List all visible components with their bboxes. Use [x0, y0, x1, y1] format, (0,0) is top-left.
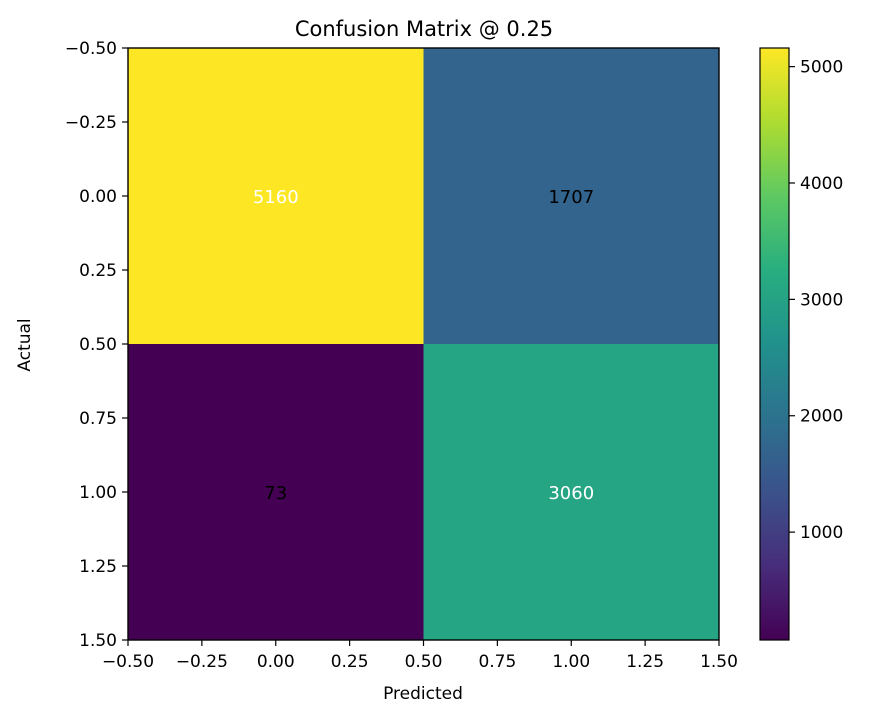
cell-label: 73	[264, 483, 287, 504]
y-axis: −0.50 −0.25 0.00 0.25 0.50 0.75 1.00 1.25 1.50	[65, 39, 128, 651]
x-axis: −0.50 −0.25 0.00 0.25 0.50 0.75 1.00 1.25 1.50	[102, 640, 738, 672]
colorbar-tick-label: 2000	[800, 407, 843, 427]
heatmap-cell	[128, 344, 424, 640]
x-tick-label: −0.50	[102, 652, 154, 672]
cell-label: 1707	[548, 187, 594, 208]
y-tick-label: 1.50	[79, 631, 117, 651]
heatmap-cell	[423, 48, 719, 344]
y-tick-label: 1.25	[79, 557, 117, 577]
colorbar: 1000 2000 3000 4000 5000	[759, 47, 843, 641]
x-tick-label: 0.75	[478, 652, 516, 672]
y-tick-label: −0.50	[65, 39, 117, 59]
colorbar-bar	[760, 48, 789, 640]
x-tick-label: 0.00	[257, 652, 295, 672]
y-tick-label: 1.00	[79, 483, 117, 503]
heatmap-cells: 5160 1707 73 3060	[128, 48, 719, 640]
colorbar-ticks: 1000 2000 3000 4000 5000	[789, 58, 843, 543]
cell-label: 5160	[253, 187, 299, 208]
y-tick-label: 0.75	[79, 409, 117, 429]
y-tick-label: 0.00	[79, 187, 117, 207]
x-tick-label: 0.25	[331, 652, 369, 672]
x-axis-label: Predicted	[383, 684, 463, 704]
y-axis-label: Actual	[15, 318, 35, 371]
x-tick-label: −0.25	[176, 652, 228, 672]
y-tick-label: 0.50	[79, 335, 117, 355]
y-tick-label: −0.25	[65, 113, 117, 133]
y-tick-label: 0.25	[79, 261, 117, 281]
x-tick-label: 1.25	[626, 652, 664, 672]
cell-label: 3060	[548, 483, 594, 504]
colorbar-tick-label: 4000	[800, 174, 843, 194]
heatmap-cell	[423, 344, 719, 640]
chart-title: Confusion Matrix @ 0.25	[295, 17, 553, 41]
colorbar-tick-label: 5000	[800, 58, 843, 78]
x-tick-label: 1.00	[552, 652, 590, 672]
heatmap-cell	[128, 48, 424, 344]
x-tick-label: 1.50	[700, 652, 738, 672]
x-tick-label: 0.50	[405, 652, 443, 672]
colorbar-tick-label: 3000	[800, 290, 843, 310]
colorbar-frame	[759, 47, 790, 641]
colorbar-tick-label: 1000	[800, 523, 843, 543]
